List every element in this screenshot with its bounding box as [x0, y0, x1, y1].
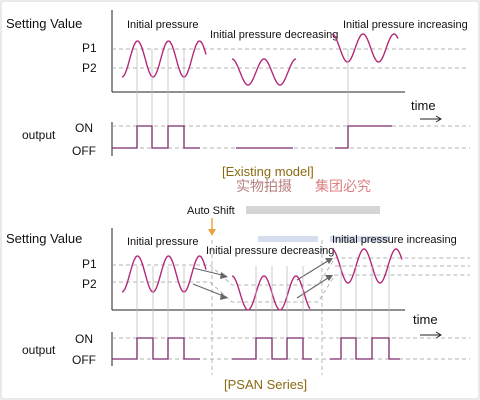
on-label: ON: [75, 121, 93, 135]
p2-label-2: P2: [82, 277, 97, 291]
p2-threshold-line-2: [112, 274, 470, 303]
initial-pressure-decreasing-label-2: Initial pressure decreasing: [206, 245, 334, 257]
initial-pressure-increasing-label-2: Initial pressure increasing: [332, 234, 457, 246]
watermark-left: 实物拍摄: [236, 179, 292, 195]
shift-arrow-down-1-head: [220, 272, 228, 279]
output-label: output: [22, 128, 56, 142]
output-pulse-decreasing-2: [232, 337, 312, 360]
output-pulse-initial: [112, 125, 200, 149]
pressure-wave-decreasing: [231, 58, 297, 86]
shift-arrow-up-1-head: [325, 258, 333, 264]
off-label-2: OFF: [72, 353, 96, 367]
pressure-wave-initial: [121, 40, 207, 78]
p1-label: P1: [82, 41, 97, 55]
p2-label: P2: [82, 61, 97, 75]
p1-label-2: P1: [82, 257, 97, 271]
output-label-2: output: [22, 343, 56, 357]
off-label: OFF: [72, 144, 96, 158]
setting-value-label-2: Setting Value: [6, 231, 82, 246]
time-label-2: time: [413, 312, 438, 327]
initial-pressure-label-2: Initial pressure: [127, 236, 199, 248]
psan-series-caption: [PSAN Series]: [224, 377, 307, 392]
shift-arrow-up-1: [296, 258, 332, 281]
output-pulse-increasing-2: [330, 337, 400, 360]
initial-pressure-decreasing-label: Initial pressure decreasing: [210, 29, 338, 41]
watermark: 实物拍摄 集团必究: [236, 178, 371, 195]
output-pulse-increasing: [335, 125, 392, 149]
pressure-wave-decreasing-2: [231, 275, 311, 311]
shift-arrow-down-2: [192, 283, 227, 298]
output-pulse-initial-2: [112, 337, 200, 360]
shift-arrow-down-2-head: [220, 293, 228, 300]
auto-shift-arrow-head: [208, 229, 216, 236]
pressure-wave-increasing-2: [331, 248, 403, 284]
setting-value-label: Setting Value: [6, 16, 82, 31]
pressure-wave-initial-2: [121, 255, 207, 293]
shift-arrow-up-2-head: [325, 275, 333, 281]
existing-model-caption: [Existing model]: [222, 164, 314, 179]
p1-threshold-line-2: [112, 257, 470, 286]
time-label: time: [411, 98, 436, 113]
time-arrow-head-2: [435, 331, 442, 339]
psan-series-panel: Auto Shift Setting Value P1 P2 Initial p…: [6, 205, 470, 392]
initial-pressure-increasing-label: Initial pressure increasing: [343, 19, 468, 31]
auto-shift-ghost-text: [246, 206, 390, 242]
initial-pressure-label: Initial pressure: [127, 19, 199, 31]
on-label-2: ON: [75, 332, 93, 346]
auto-shift-label: Auto Shift: [187, 205, 235, 217]
existing-model-panel: Setting Value P1 P2 Initial pressure Ini…: [6, 10, 470, 179]
pressure-wave-increasing: [331, 33, 399, 63]
time-arrow-head: [435, 115, 442, 123]
watermark-right: 集团必究: [315, 178, 371, 195]
shift-arrow-down-1: [192, 267, 227, 277]
